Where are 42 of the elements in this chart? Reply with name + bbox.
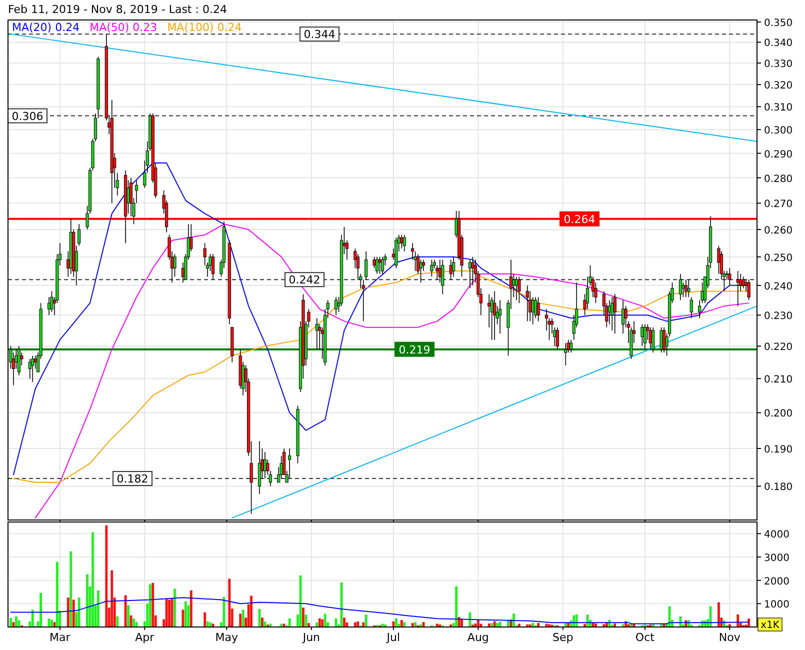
x-tick-label: May [215,631,239,644]
y-tick-label: 0.240 [764,281,793,292]
x-tick-label: Sep [552,631,574,644]
ref-line-label: 0.264 [564,212,596,226]
ref-line-label: 0.344 [304,28,336,42]
y-tick-label: 0.300 [764,126,793,137]
y-tick-label: 0.280 [764,174,793,185]
ref-line-label: 0.182 [116,472,148,486]
y-tick-label: 0.190 [764,444,793,456]
y-tick-label: 0.350 [764,18,793,29]
y-tick-label: 0.200 [764,408,793,420]
ref-line-label: 0.219 [398,343,430,356]
chart-title: Feb 11, 2019 - Nov 8, 2019 - Last : 0.24 [8,3,227,16]
x-tick-label: Nov [718,631,741,644]
x-tick-label: Oct [635,631,656,644]
x-tick-label: Aug [467,631,489,644]
y-tick-label: 0.210 [764,374,793,386]
x-tick-label: Mar [50,631,71,644]
y-tick-label: 0.320 [764,80,793,92]
y-tick-label: 0.220 [764,342,793,354]
ref-line-label: 0.242 [288,274,320,287]
y-tick-label: 0.310 [764,102,793,114]
x-tick-label: Apr [135,631,155,644]
y-tick-label: 2000 [764,576,790,588]
text: MA(50) 0.23 [90,21,158,34]
y-tick-label: 0.260 [764,226,793,237]
x-tick-label: Jul [386,631,400,644]
y-tick-label: 0.290 [764,149,793,160]
text: MA(100) 0.24 [167,21,242,34]
x-tick-label: Jun [302,631,320,644]
ref-line-label: 0.306 [12,110,44,123]
y-tick-label: 1000 [764,600,790,611]
y-tick-label: 0.230 [764,311,793,322]
y-tick-label: 4000 [764,530,790,541]
y-tick-label: 3000 [764,553,790,564]
y-tick-label: 0.340 [764,38,793,50]
y-tick-label: 0.180 [764,482,793,494]
y-tick-label: 0.330 [764,59,793,70]
y-tick-label: 0.270 [764,199,793,210]
y-axis-title: x1K [760,620,780,631]
y-tick-label: 0.250 [764,252,793,264]
text: MA(20) 0.24 [12,21,80,34]
